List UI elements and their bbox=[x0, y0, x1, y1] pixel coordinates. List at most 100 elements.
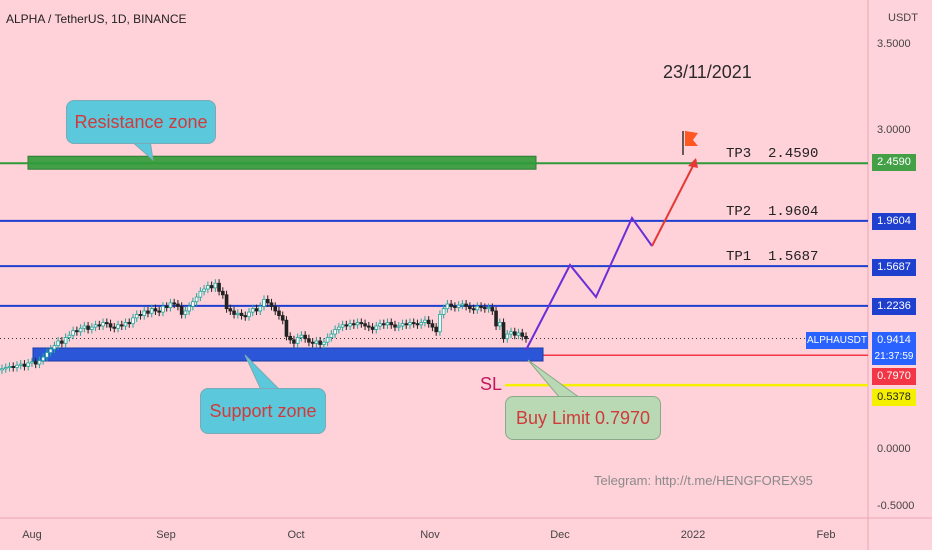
candle-body bbox=[505, 333, 510, 340]
candle-body bbox=[250, 308, 255, 313]
candle-body bbox=[37, 360, 42, 365]
candle-body bbox=[318, 340, 322, 345]
candle-body bbox=[7, 365, 12, 368]
candle-body bbox=[348, 323, 352, 327]
candle-body bbox=[333, 329, 337, 335]
tp3-value: 2.4590 bbox=[768, 146, 819, 162]
candle-body bbox=[262, 299, 266, 307]
sl-label: SL bbox=[480, 374, 503, 394]
candle-body bbox=[90, 326, 94, 330]
current-price-tag: 0.9414 bbox=[872, 332, 916, 349]
candle-body bbox=[269, 302, 274, 307]
candle-body bbox=[213, 282, 218, 289]
candle-body bbox=[119, 324, 124, 327]
tp2-value: 1.9604 bbox=[768, 204, 819, 220]
buy-limit-callout: Buy Limit 0.7970 bbox=[505, 396, 661, 440]
tp1-value: 1.5687 bbox=[768, 249, 819, 265]
candle-body bbox=[254, 308, 259, 312]
candle-body bbox=[322, 341, 326, 345]
candle-body bbox=[142, 310, 147, 316]
candle-body bbox=[411, 322, 416, 325]
candle-body bbox=[520, 332, 525, 337]
candle-body bbox=[329, 333, 334, 338]
candle-body bbox=[497, 322, 502, 327]
candle-body bbox=[82, 325, 87, 329]
projection-path[interactable] bbox=[525, 216, 653, 351]
y-tick-label: -0.5000 bbox=[877, 500, 914, 512]
candle-body bbox=[101, 322, 105, 327]
candle-body bbox=[116, 324, 120, 329]
candle-body bbox=[183, 310, 188, 315]
candle-body bbox=[228, 308, 233, 312]
candle-body bbox=[475, 305, 480, 311]
candle-body bbox=[86, 325, 90, 330]
candle-body bbox=[45, 352, 49, 358]
candle-body bbox=[48, 348, 53, 353]
candle-body bbox=[307, 338, 311, 343]
candle-body bbox=[340, 324, 345, 328]
projection-arrow-head bbox=[688, 158, 698, 168]
candle-body bbox=[352, 323, 356, 326]
candle-body bbox=[26, 362, 30, 367]
candle-body bbox=[149, 308, 154, 314]
candle-body bbox=[299, 334, 304, 338]
candle-body bbox=[168, 302, 173, 308]
candle-body bbox=[247, 311, 251, 318]
candle-body bbox=[0, 368, 4, 371]
candle-body bbox=[471, 308, 476, 311]
candle-body bbox=[396, 325, 401, 328]
candle-body bbox=[378, 323, 382, 327]
candle-body bbox=[18, 363, 23, 366]
support-zone[interactable] bbox=[32, 347, 544, 362]
candle-body bbox=[172, 302, 176, 305]
x-tick-label: Sep bbox=[156, 529, 176, 541]
candle-body bbox=[483, 307, 487, 310]
candle-body bbox=[71, 330, 75, 336]
candle-body bbox=[501, 322, 506, 340]
candle-body bbox=[239, 312, 244, 316]
flag-icon bbox=[685, 131, 698, 146]
candle-body bbox=[258, 305, 263, 312]
candle-body bbox=[516, 332, 521, 336]
candle-body bbox=[33, 361, 38, 365]
candle-body bbox=[280, 315, 285, 321]
candle-body bbox=[359, 322, 364, 325]
candle-body bbox=[426, 319, 431, 325]
symbol-tag: ALPHAUSDT bbox=[806, 332, 868, 349]
candle-body bbox=[75, 330, 79, 333]
candle-body bbox=[191, 301, 195, 307]
candle-body bbox=[224, 294, 229, 310]
candle-body bbox=[464, 303, 468, 307]
tp3-label: TP3 2.4590 bbox=[726, 146, 818, 162]
candle-body bbox=[161, 305, 165, 313]
candle-body bbox=[284, 319, 289, 337]
candle-body bbox=[456, 304, 461, 308]
candle-body bbox=[127, 322, 132, 325]
symbol-info: ALPHA / TetherUS, 1D, BINANCE bbox=[6, 12, 187, 26]
date-annotation: 23/11/2021 bbox=[663, 62, 752, 82]
projection-final-leg[interactable] bbox=[651, 159, 697, 247]
countdown-tag: 21:37:59 bbox=[872, 348, 916, 365]
candle-body bbox=[363, 323, 367, 327]
candle-body bbox=[524, 335, 528, 340]
candle-body bbox=[146, 310, 150, 314]
resistance-callout: Resistance zone bbox=[66, 100, 216, 144]
candle-body bbox=[404, 323, 409, 326]
x-tick-label: Aug bbox=[22, 529, 42, 541]
candle-body bbox=[235, 312, 240, 315]
candle-body bbox=[131, 317, 135, 325]
candle-body bbox=[187, 305, 191, 312]
x-tick-label: Oct bbox=[287, 529, 304, 541]
candle-body bbox=[105, 322, 109, 325]
candle-body bbox=[60, 340, 64, 344]
candle-body bbox=[389, 322, 394, 326]
candle-body bbox=[56, 340, 60, 347]
candle-body bbox=[97, 324, 102, 327]
sl-price-tag: 0.5378 bbox=[872, 389, 916, 406]
candle-body bbox=[15, 364, 19, 368]
candle-body bbox=[22, 363, 27, 367]
candle-body bbox=[370, 326, 375, 330]
candle-body bbox=[303, 334, 307, 340]
